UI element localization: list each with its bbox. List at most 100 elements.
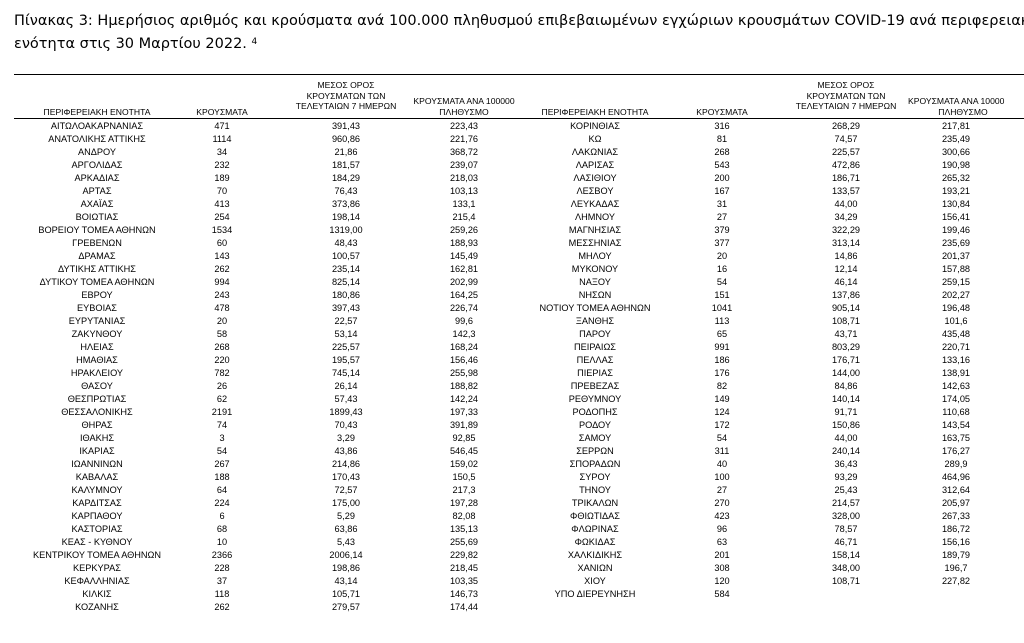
region-cell: ΙΘΑΚΗΣ	[79, 433, 115, 443]
avg7-cell: 1319,00	[329, 225, 363, 235]
cases-cell: 228	[214, 563, 230, 573]
cases-cell: 100	[714, 472, 730, 482]
avg7-cell: 150,86	[831, 420, 861, 430]
region-cell: ΛΑΚΩΝΙΑΣ	[571, 147, 619, 157]
avg7-cell: 34,29	[834, 212, 858, 222]
per100k-cell: 176,27	[941, 446, 971, 456]
region-cell: ΚΕΦΑΛΛΗΝΙΑΣ	[64, 576, 130, 586]
per100k-cell: 99,6	[455, 316, 473, 326]
cases-cell: 201	[714, 550, 730, 560]
region-cell: ΒΟΡΕΙΟΥ ΤΟΜΕΑ ΑΘΗΝΩΝ	[38, 225, 156, 235]
avg7-cell: 195,57	[331, 355, 361, 365]
region-cell: ΛΗΜΝΟΥ	[574, 212, 616, 222]
cases-cell: 27	[716, 485, 728, 495]
avg7-cell: 186,71	[831, 173, 861, 183]
cases-cell: 176	[714, 368, 730, 378]
cases-cell: 81	[716, 134, 728, 144]
region-cell: ΝΟΤΙΟΥ ΤΟΜΕΑ ΑΘΗΝΩΝ	[539, 303, 651, 313]
page-title: Πίνακας 3: Ημερήσιος αριθμός και κρούσμα…	[14, 10, 1024, 56]
per100k-cell: 159,02	[449, 459, 479, 469]
region-cell: ΚΙΛΚΙΣ	[82, 589, 112, 599]
region-cell: ΚΟΡΙΝΘΙΑΣ	[570, 121, 620, 131]
avg7-cell: 91,71	[834, 407, 858, 417]
avg7-cell: 2006,14	[329, 550, 363, 560]
table-row: ΔΥΤΙΚΟΥ ΤΟΜΕΑ ΑΘΗΝΩΝ 994 825,14 202,99	[0, 276, 520, 289]
avg7-cell: 140,14	[831, 394, 861, 404]
region-cell: ΦΘΙΩΤΙΔΑΣ	[569, 511, 620, 521]
region-cell: ΚΑΡΔΙΤΣΑΣ	[72, 498, 122, 508]
cases-cell: 471	[214, 121, 230, 131]
region-cell: ΧΙΟΥ	[584, 576, 606, 586]
region-cell: ΚΕΑΣ - ΚΥΘΝΟΥ	[61, 537, 133, 547]
region-cell: ΑΡΚΑΔΙΑΣ	[74, 173, 120, 183]
cases-cell: 1114	[212, 134, 232, 144]
avg7-cell: 198,14	[331, 212, 361, 222]
cases-cell: 782	[214, 368, 230, 378]
cases-cell: 311	[714, 446, 730, 456]
region-cell: ΠΑΡΟΥ	[579, 329, 611, 339]
region-cell: ΕΒΡΟΥ	[81, 290, 113, 300]
table-row: ΑΙΤΩΛΟΑΚΑΡΝΑΝΙΑΣ 471 391,43 223,43	[0, 120, 520, 133]
cases-cell: 316	[714, 121, 730, 131]
region-cell: ΡΟΔΟΥ	[578, 420, 611, 430]
per100k-cell: 220,71	[941, 342, 971, 352]
header-per100k-left: ΚΡΟΥΣΜΑΤΑ ΑΝΑ 100000 ΠΛΗΘΥΣΜΟ	[404, 96, 524, 117]
table-row: ΝΟΤΙΟΥ ΤΟΜΕΑ ΑΘΗΝΩΝ 1041 905,14 196,48	[0, 302, 1024, 315]
per100k-cell: 259,26	[449, 225, 479, 235]
table-row: ΙΚΑΡΙΑΣ 54 43,86 546,45	[0, 445, 520, 458]
avg7-cell: 214,57	[831, 498, 861, 508]
cases-cell: 220	[214, 355, 230, 365]
cases-cell: 167	[714, 186, 730, 196]
table-row: ΛΑΚΩΝΙΑΣ 268 225,57 300,66	[0, 146, 1024, 159]
region-cell: ΠΙΕΡΙΑΣ	[577, 368, 613, 378]
header-avg-right: ΜΕΣΟΣ ΟΡΟΣ ΚΡΟΥΣΜΑΤΩΝ ΤΩΝ ΤΕΛΕΥΤΑΙΩΝ 7 Η…	[790, 80, 902, 112]
title-line-1: Πίνακας 3: Ημερήσιος αριθμός και κρούσμα…	[14, 13, 1024, 29]
table-row: ΜΥΚΟΝΟΥ 16 12,14 157,88	[0, 263, 1024, 276]
per100k-cell: 186,72	[941, 524, 971, 534]
per100k-cell: 289,9	[944, 459, 968, 469]
table-row: ΤΗΝΟΥ 27 25,43 312,64	[0, 484, 1024, 497]
per100k-cell: 205,97	[941, 498, 971, 508]
table-row: ΚΟΖΑΝΗΣ 262 279,57 174,44	[0, 601, 520, 614]
per100k-cell: 300,66	[941, 147, 971, 157]
cases-cell: 267	[214, 459, 230, 469]
region-cell: ΕΥΡΥΤΑΝΙΑΣ	[68, 316, 126, 326]
region-cell: ΑΡΓΟΛΙΔΑΣ	[71, 160, 123, 170]
cases-cell: 68	[216, 524, 228, 534]
avg7-cell: 214,86	[331, 459, 361, 469]
table-row: ΦΘΙΩΤΙΔΑΣ 423 328,00 267,33	[0, 510, 1024, 523]
cases-cell: 478	[214, 303, 230, 313]
header-region-right: ΠΕΡΙΦΕΡΕΙΑΚΗ ΕΝΟΤΗΤΑ	[541, 107, 649, 117]
region-cell: ΝΗΣΩΝ	[578, 290, 612, 300]
cases-cell: 232	[214, 160, 230, 170]
avg7-cell: 184,29	[331, 173, 361, 183]
avg7-cell: 225,57	[831, 147, 861, 157]
cases-cell: 27	[716, 212, 728, 222]
avg7-cell: 48,43	[334, 238, 358, 248]
table-row: ΛΕΥΚΑΔΑΣ 31 44,00 130,84	[0, 198, 1024, 211]
table-row: ΣΑΜΟΥ 54 44,00 163,75	[0, 432, 1024, 445]
cases-cell: 64	[216, 485, 228, 495]
table-row: ΒΟΡΕΙΟΥ ΤΟΜΕΑ ΑΘΗΝΩΝ 1534 1319,00 259,26	[0, 224, 520, 237]
table-row: ΛΑΡΙΣΑΣ 543 472,86 190,98	[0, 159, 1024, 172]
cases-cell: 34	[216, 147, 228, 157]
avg7-cell: 43,14	[334, 576, 358, 586]
table-row: ΒΟΙΩΤΙΑΣ 254 198,14 215,4	[0, 211, 520, 224]
avg7-cell: 14,86	[834, 251, 858, 261]
per100k-cell: 239,07	[449, 160, 479, 170]
table-row: ΚΑΛΥΜΝΟΥ 64 72,57 217,3	[0, 484, 520, 497]
per100k-cell: 255,98	[449, 368, 479, 378]
table-row: ΙΩΑΝΝΙΝΩΝ 267 214,86 159,02	[0, 458, 520, 471]
region-cell: ΑΡΤΑΣ	[82, 186, 112, 196]
avg7-cell: 745,14	[331, 368, 361, 378]
region-cell: ΔΡΑΜΑΣ	[78, 251, 116, 261]
cases-cell: 151	[714, 290, 730, 300]
table-row: ΡΟΔΟΠΗΣ 124 91,71 110,68	[0, 406, 1024, 419]
per100k-cell: 217,81	[941, 121, 971, 131]
per100k-cell: 202,27	[941, 290, 971, 300]
avg7-cell: 74,57	[834, 134, 858, 144]
cases-cell: 1534	[211, 225, 233, 235]
avg7-cell: 46,71	[834, 537, 858, 547]
region-cell: ΔΥΤΙΚΟΥ ΤΟΜΕΑ ΑΘΗΝΩΝ	[39, 277, 155, 287]
region-cell: ΡΕΘΥΜΝΟΥ	[568, 394, 622, 404]
